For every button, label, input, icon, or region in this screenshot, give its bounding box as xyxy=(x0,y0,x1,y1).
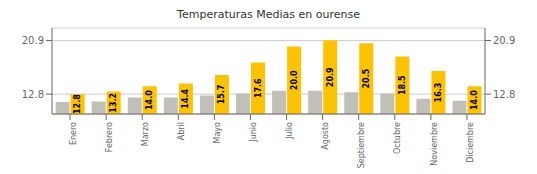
svg-text:20.9: 20.9 xyxy=(326,67,335,87)
svg-text:Enero: Enero xyxy=(69,122,78,145)
svg-text:18.5: 18.5 xyxy=(398,75,407,95)
svg-text:20.9: 20.9 xyxy=(22,35,44,46)
svg-text:14.0: 14.0 xyxy=(145,90,154,110)
svg-text:13.2: 13.2 xyxy=(109,93,118,113)
svg-text:20.0: 20.0 xyxy=(290,70,299,90)
svg-text:20.9: 20.9 xyxy=(493,35,515,46)
svg-text:12.8: 12.8 xyxy=(493,89,515,100)
svg-text:16.3: 16.3 xyxy=(434,83,443,103)
svg-text:Junio: Junio xyxy=(249,122,258,143)
svg-text:12.8: 12.8 xyxy=(73,94,82,114)
svg-text:Mayo: Mayo xyxy=(213,122,222,144)
svg-text:Febrero: Febrero xyxy=(105,122,114,152)
svg-text:Julio: Julio xyxy=(285,122,294,140)
svg-text:12.8: 12.8 xyxy=(22,89,44,100)
svg-text:Octubre: Octubre xyxy=(393,122,402,154)
svg-text:14.0: 14.0 xyxy=(470,90,479,110)
svg-text:Noviembre: Noviembre xyxy=(430,122,439,166)
svg-text:Abril: Abril xyxy=(177,122,186,140)
svg-text:14.4: 14.4 xyxy=(181,88,190,108)
html-text:Temperaturas Medias en ourense: Temperaturas Medias en ourense xyxy=(177,8,360,21)
svg-text:Marzo: Marzo xyxy=(141,122,150,146)
svg-text:Agosto: Agosto xyxy=(321,122,330,150)
svg-text:17.6: 17.6 xyxy=(254,78,263,98)
svg-text:20.5: 20.5 xyxy=(362,68,371,88)
svg-text:Diciembre: Diciembre xyxy=(466,122,475,163)
svg-text:15.7: 15.7 xyxy=(217,85,226,105)
svg-text:Septiembre: Septiembre xyxy=(357,122,366,168)
